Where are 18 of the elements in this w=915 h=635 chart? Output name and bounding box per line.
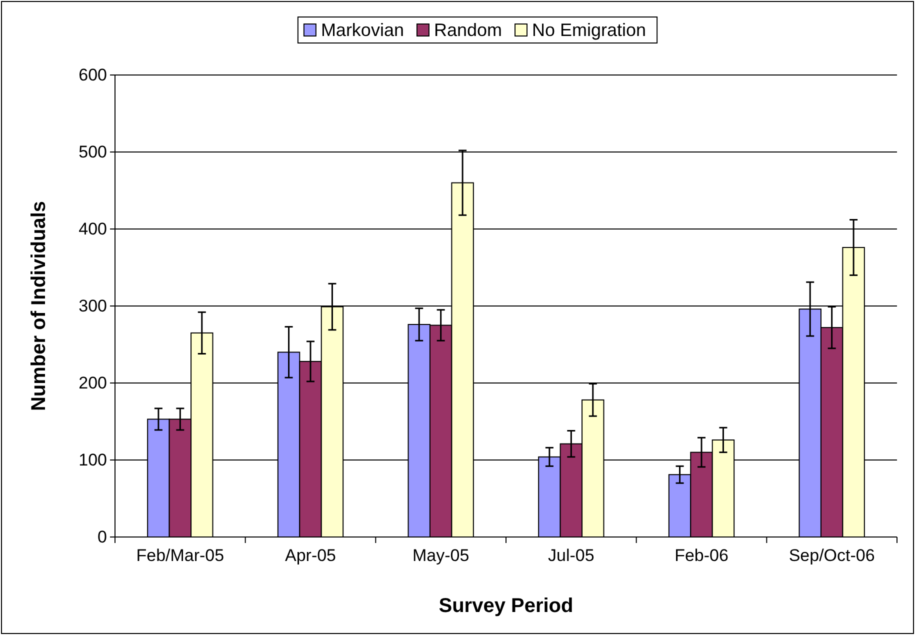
legend-label: No Emigration bbox=[532, 20, 646, 40]
y-tick-label: 500 bbox=[78, 142, 107, 162]
legend-label: Random bbox=[434, 20, 502, 40]
x-axis-title: Survey Period bbox=[438, 595, 574, 617]
y-tick-label: 600 bbox=[78, 65, 107, 84]
y-tick-label: 300 bbox=[78, 296, 107, 316]
y-tick-label: 0 bbox=[98, 527, 107, 546]
y-axis-title: Number of Individuals bbox=[28, 200, 50, 412]
x-tick-label: Jul-05 bbox=[548, 546, 594, 566]
y-tick-label: 100 bbox=[78, 450, 107, 470]
x-tick-label: Feb-06 bbox=[674, 546, 728, 566]
y-tick-label: 200 bbox=[78, 373, 107, 392]
x-tick-label: Apr-05 bbox=[284, 546, 336, 566]
legend-label: Markovian bbox=[320, 20, 404, 40]
x-tick-label: Feb/Mar-05 bbox=[136, 546, 224, 566]
x-tick-label: May-05 bbox=[412, 546, 470, 566]
x-tick-label: Sep/Oct-06 bbox=[788, 546, 875, 566]
y-tick-label: 400 bbox=[78, 219, 107, 238]
